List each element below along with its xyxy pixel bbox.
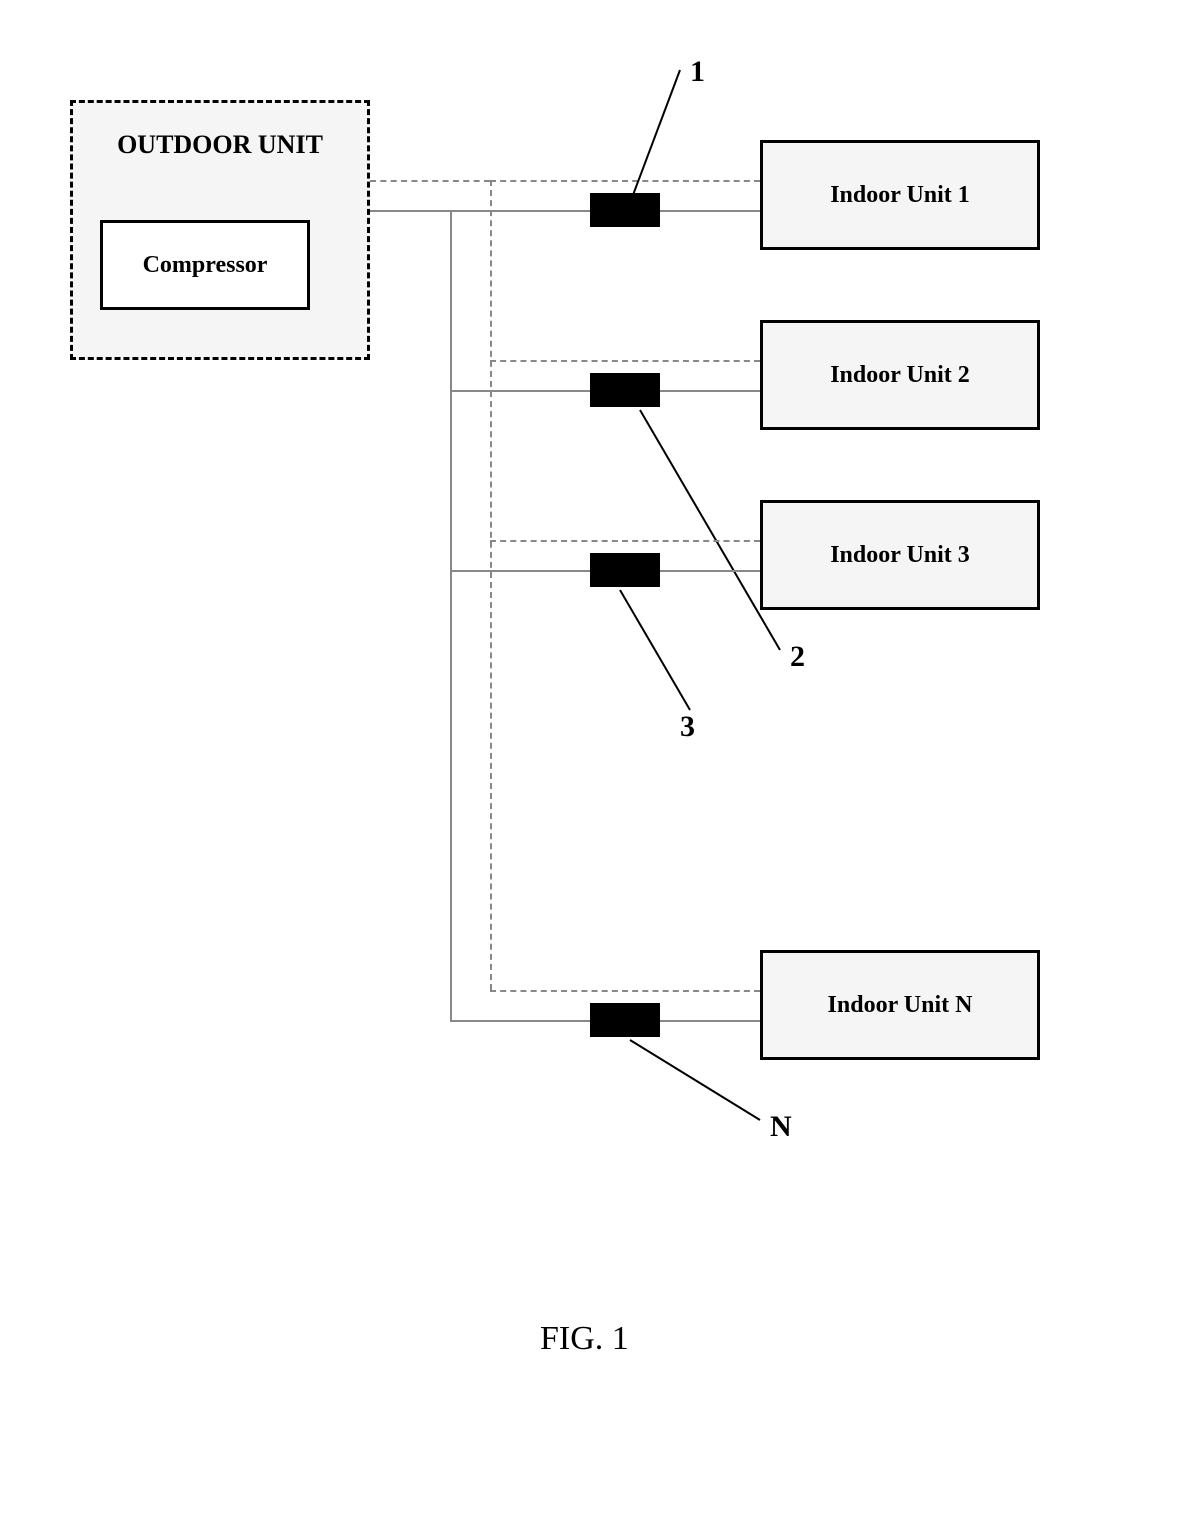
callout-number: N — [770, 1110, 792, 1144]
branch-solid — [450, 210, 590, 212]
indoor-unit-box: Indoor Unit 1 — [760, 140, 1040, 250]
branch-dash — [490, 990, 760, 992]
compressor-box: Compressor — [100, 220, 310, 310]
branch-dash — [490, 180, 760, 182]
branch-solid — [450, 570, 590, 572]
callout-number: 2 — [790, 640, 805, 674]
callout-number: 1 — [690, 55, 705, 89]
expansion-valve — [590, 373, 660, 407]
indoor-unit-box: Indoor Unit 3 — [760, 500, 1040, 610]
trunk-solid-v — [450, 210, 452, 1020]
outdoor-unit-label: OUTDOOR UNIT — [100, 130, 340, 160]
trunk-solid-h — [370, 210, 450, 212]
expansion-valve — [590, 553, 660, 587]
trunk-dash-v — [490, 180, 492, 990]
diagram-root: OUTDOOR UNIT Compressor Indoor Unit 11In… — [70, 60, 1090, 1260]
branch-solid — [660, 570, 760, 572]
trunk-dash-h — [370, 180, 490, 182]
branch-solid — [450, 1020, 590, 1022]
callout-number: 3 — [680, 710, 695, 744]
indoor-unit-box: Indoor Unit 2 — [760, 320, 1040, 430]
branch-solid — [660, 390, 760, 392]
branch-solid — [660, 210, 760, 212]
figure-label: FIG. 1 — [540, 1320, 629, 1358]
branch-dash — [490, 540, 760, 542]
expansion-valve — [590, 193, 660, 227]
expansion-valve — [590, 1003, 660, 1037]
branch-dash — [490, 360, 760, 362]
branch-solid — [660, 1020, 760, 1022]
branch-solid — [450, 390, 590, 392]
indoor-unit-box: Indoor Unit N — [760, 950, 1040, 1060]
